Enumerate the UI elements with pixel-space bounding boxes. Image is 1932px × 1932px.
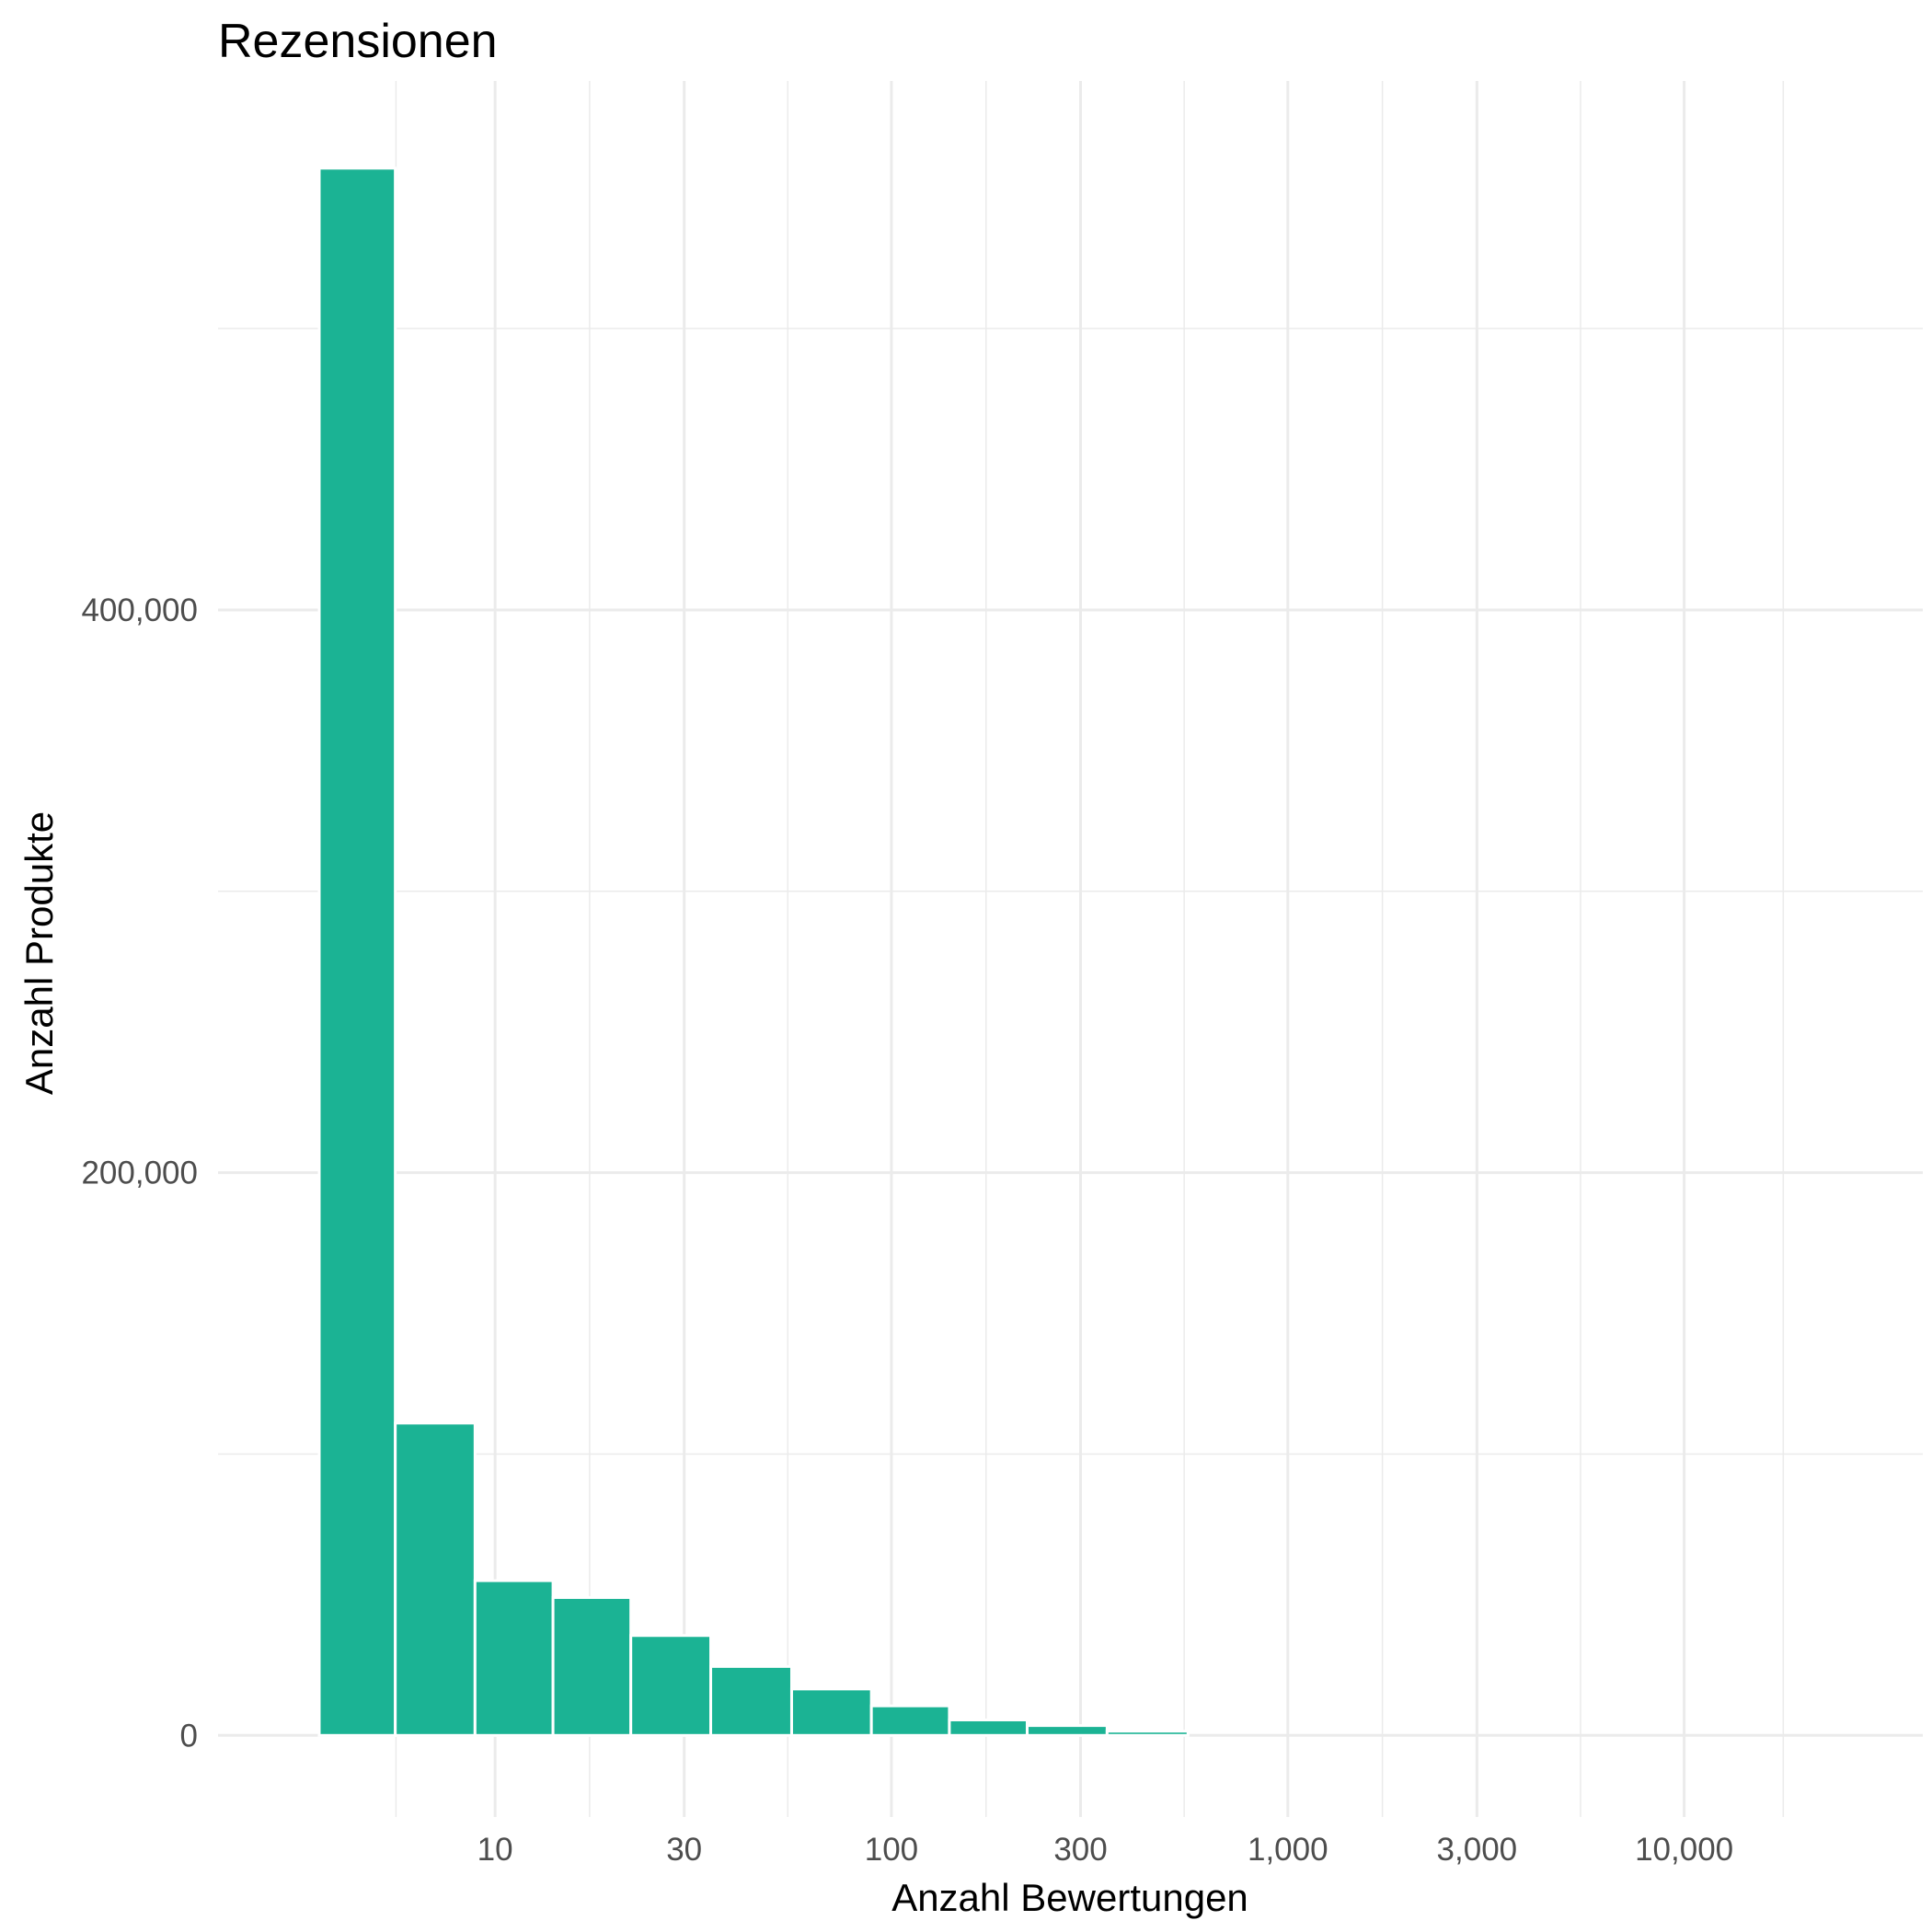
- x-tick-label: 1,000: [1248, 1832, 1328, 1868]
- histogram-bar: [948, 1718, 1029, 1737]
- x-tick-label: 100: [865, 1832, 918, 1868]
- bars: [317, 167, 1190, 1737]
- histogram-bar: [629, 1634, 713, 1737]
- x-tick-label: 10,000: [1635, 1832, 1733, 1868]
- histogram-bar: [709, 1664, 793, 1737]
- y-tick-label: 400,000: [81, 592, 198, 628]
- y-tick-label: 0: [180, 1718, 198, 1754]
- x-axis-title: Anzahl Bewertungen: [891, 1876, 1248, 1919]
- histogram-bar: [317, 167, 397, 1737]
- histogram-bar: [394, 1421, 477, 1737]
- x-tick-label: 300: [1053, 1832, 1107, 1868]
- histogram-bar: [1105, 1730, 1190, 1737]
- histogram-bar: [1025, 1724, 1109, 1737]
- histogram-bar: [789, 1687, 873, 1737]
- chart-title: Rezensionen: [218, 15, 498, 68]
- x-tick-label: 10: [477, 1832, 513, 1868]
- y-axis-title: Anzahl Produkte: [17, 811, 61, 1095]
- x-tick-label: 3,000: [1437, 1832, 1518, 1868]
- grid: [218, 81, 1923, 1817]
- tick-labels: 10 30 100 300 1,000 3,000 10,000 0 200,000 400,00…: [81, 592, 1733, 1868]
- x-tick-label: 30: [666, 1832, 702, 1868]
- histogram-bar: [473, 1579, 555, 1737]
- histogram-bar: [869, 1704, 951, 1737]
- y-tick-label: 200,000: [81, 1156, 198, 1191]
- histogram-bar: [551, 1595, 633, 1737]
